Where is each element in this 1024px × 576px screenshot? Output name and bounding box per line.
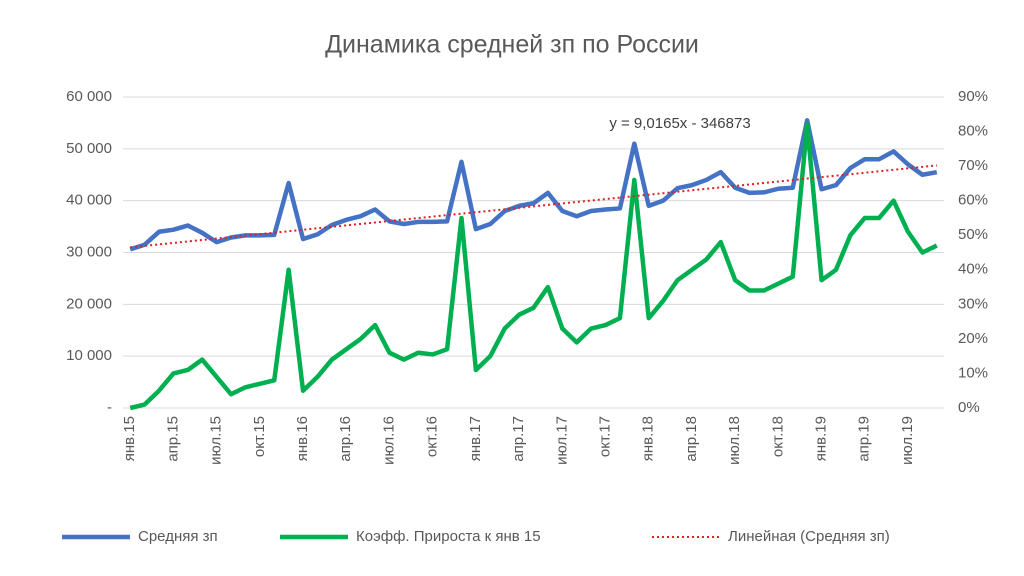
x-tick-label: янв.17 bbox=[467, 416, 484, 461]
x-tick-label: апр.16 bbox=[337, 416, 354, 462]
x-tick-label: июл.16 bbox=[380, 416, 397, 465]
x-tick-label: янв.18 bbox=[640, 416, 657, 461]
x-tick-label: апр.18 bbox=[683, 416, 700, 462]
x-tick-label: апр.17 bbox=[510, 416, 527, 462]
y2-tick-label: 50% bbox=[958, 226, 988, 243]
y-tick-label: 30 000 bbox=[66, 243, 112, 260]
x-tick-label: янв.19 bbox=[813, 416, 830, 461]
y-tick-label: 40 000 bbox=[66, 192, 112, 209]
x-tick-label: янв.16 bbox=[294, 416, 311, 461]
y-tick-label: 10 000 bbox=[66, 347, 112, 364]
x-tick-label: апр.15 bbox=[164, 416, 181, 462]
x-tick-label: окт.16 bbox=[424, 416, 441, 457]
x-tick-label: янв.15 bbox=[121, 416, 138, 461]
trendline bbox=[130, 164, 937, 249]
y2-tick-label: 40% bbox=[958, 261, 988, 278]
x-tick-label: апр.19 bbox=[856, 416, 873, 462]
x-tick-label: окт.18 bbox=[769, 416, 786, 457]
y2-tick-label: 90% bbox=[958, 88, 988, 105]
chart-title: Динамика средней зп по России bbox=[325, 31, 699, 59]
legend-label: Средняя зп bbox=[138, 528, 218, 545]
y2-tick-label: 10% bbox=[958, 364, 988, 381]
legend-label: Линейная (Средняя зп) bbox=[728, 528, 890, 545]
series-line bbox=[129, 118, 938, 252]
y-tick-label: 20 000 bbox=[66, 295, 112, 312]
y2-tick-label: 30% bbox=[958, 295, 988, 312]
y-tick-label: 60 000 bbox=[66, 88, 112, 105]
x-tick-label: июл.15 bbox=[208, 416, 225, 465]
x-tick-label: июл.17 bbox=[553, 416, 570, 465]
x-tick-label: окт.17 bbox=[596, 416, 613, 457]
x-tick-label: июл.19 bbox=[899, 416, 916, 465]
x-tick-label: окт.15 bbox=[251, 416, 268, 457]
y2-tick-label: 80% bbox=[958, 123, 988, 140]
y-tick-label: 50 000 bbox=[66, 140, 112, 157]
annotation: y = 9,0165x - 346873 bbox=[609, 115, 750, 132]
y2-tick-label: 20% bbox=[958, 330, 988, 347]
legend-label: Коэфф. Прироста к янв 15 bbox=[356, 528, 541, 545]
series-line bbox=[129, 122, 938, 411]
y2-tick-label: 70% bbox=[958, 157, 988, 174]
y2-tick-label: 60% bbox=[958, 192, 988, 209]
y-tick-label: - bbox=[107, 399, 112, 416]
x-tick-label: июл.18 bbox=[726, 416, 743, 465]
y2-tick-label: 0% bbox=[958, 399, 980, 416]
